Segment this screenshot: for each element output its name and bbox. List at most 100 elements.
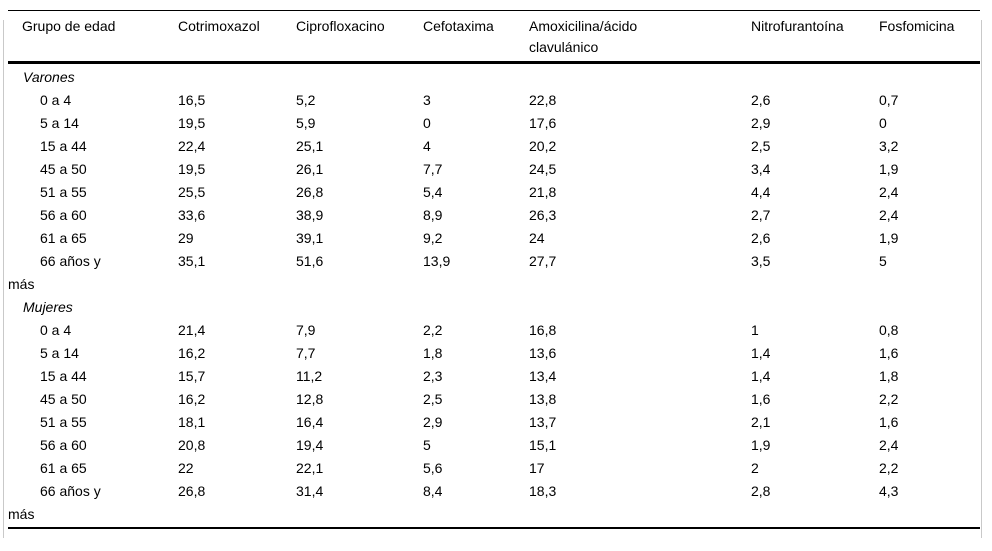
- value-cell: 20,8: [178, 437, 206, 453]
- value-cell: 2,6: [751, 92, 771, 108]
- value-cell: 1,9: [751, 437, 771, 453]
- value-cell: 16,4: [296, 414, 324, 430]
- column-header-label: Amoxicilina/ácido clavulánico: [529, 18, 638, 55]
- table-row: 66 años y más 35,1 51,6 13,9 27,7 3,5 5: [8, 250, 980, 296]
- age-group-label: 5 a 14: [40, 115, 79, 131]
- value-cell: 1,4: [751, 345, 771, 361]
- value-cell: 16,8: [529, 322, 557, 338]
- value-cell: 18,3: [529, 480, 751, 529]
- table-row: 51 a 55 25,5 26,8 5,4 21,8 4,4 2,4: [8, 181, 980, 204]
- table-body: Varones 0 a 4 16,5 5,2 3 22,8 2,6 0,7 5 a 14 19,5…: [8, 63, 980, 529]
- age-group-cell: 45 a 50: [8, 158, 178, 181]
- value-cell: 2: [751, 460, 759, 476]
- value-cell: 51,6: [296, 253, 324, 269]
- value-cell: 12,8: [296, 391, 324, 407]
- value-cell: 2,5: [751, 138, 771, 154]
- value-cell: 5,6: [423, 460, 443, 476]
- age-group-label: 0 a 4: [40, 92, 72, 108]
- value-cell: 1,8: [423, 345, 443, 361]
- age-group-label: 51 a 55: [40, 414, 87, 430]
- age-group-label: 66 años y más: [8, 253, 101, 292]
- age-group-label: 45 a 50: [40, 391, 87, 407]
- value-cell: 1,9: [879, 161, 899, 177]
- value-cell: 5: [423, 437, 431, 453]
- value-cell: 29: [178, 230, 194, 246]
- value-cell: 1,6: [879, 345, 899, 361]
- age-group-label: 61 a 65: [40, 230, 87, 246]
- age-group-cell: 5 a 14: [8, 112, 178, 135]
- value-cell: 26,8: [178, 480, 296, 529]
- value-cell: 38,9: [296, 207, 324, 223]
- table-row: 45 a 50 19,5 26,1 7,7 24,5 3,4 1,9: [8, 158, 980, 181]
- age-group-cell: 61 a 65: [8, 227, 178, 250]
- value-cell: 2,9: [423, 414, 443, 430]
- value-cell: 7,9: [296, 322, 316, 338]
- value-cell: 13,7: [529, 414, 557, 430]
- page-edge-left: [3, 20, 4, 538]
- age-group-cell: 51 a 55: [8, 181, 178, 204]
- value-cell: 24,5: [529, 161, 557, 177]
- column-header-amoxicilina-acido-clavulanico: Amoxicilina/ácido clavulánico: [529, 10, 751, 64]
- value-cell: 2,5: [423, 391, 443, 407]
- value-cell: 16,2: [178, 391, 206, 407]
- value-cell: 5,4: [423, 184, 443, 200]
- value-cell: 13,8: [529, 391, 557, 407]
- value-cell: 1: [751, 322, 759, 338]
- value-cell: 3,4: [751, 161, 771, 177]
- value-cell: 0,7: [879, 92, 899, 108]
- table-row: 5 a 14 16,2 7,7 1,8 13,6 1,4 1,6: [8, 342, 980, 365]
- table-row: 61 a 65 29 39,1 9,2 24 2,6 1,9: [8, 227, 980, 250]
- value-cell: 9,2: [423, 230, 443, 246]
- value-cell: 3,2: [879, 138, 899, 154]
- value-cell: 16,5: [178, 92, 206, 108]
- value-cell: 22,1: [296, 460, 324, 476]
- header-row: Grupo de edad Cotrimoxazol Ciprofloxacin…: [8, 10, 980, 64]
- value-cell: 26,3: [529, 207, 557, 223]
- table-row: 56 a 60 33,6 38,9 8,9 26,3 2,7 2,4: [8, 204, 980, 227]
- age-group-cell: 15 a 44: [8, 365, 178, 388]
- value-cell: 7,7: [423, 161, 443, 177]
- age-group-cell: 56 a 60: [8, 204, 178, 227]
- age-group-label: 5 a 14: [40, 345, 79, 361]
- table-row: 0 a 4 21,4 7,9 2,2 16,8 1 0,8: [8, 319, 980, 342]
- table-row: 66 años y más 26,8 31,4 8,4 18,3 2,8 4,3: [8, 480, 980, 529]
- age-group-cell: 0 a 4: [8, 89, 178, 112]
- table-row: 15 a 44 22,4 25,1 4 20,2 2,5 3,2: [8, 135, 980, 158]
- value-cell: 17,6: [529, 115, 557, 131]
- table-row: 61 a 65 22 22,1 5,6 17 2 2,2: [8, 457, 980, 480]
- table-row: 0 a 4 16,5 5,2 3 22,8 2,6 0,7: [8, 89, 980, 112]
- value-cell: 18,1: [178, 414, 206, 430]
- section-label: Varones: [23, 69, 75, 85]
- value-cell: 5,9: [296, 115, 316, 131]
- column-header-fosfomicina: Fosfomicina: [879, 10, 980, 64]
- value-cell: 21,4: [178, 322, 206, 338]
- age-group-label: 15 a 44: [40, 138, 87, 154]
- age-group-cell: 15 a 44: [8, 135, 178, 158]
- value-cell: 24: [529, 230, 545, 246]
- column-header-ciprofloxacino: Ciprofloxacino: [296, 10, 423, 64]
- value-cell: 21,8: [529, 184, 557, 200]
- value-cell: 3: [423, 92, 431, 108]
- value-cell: 22,8: [529, 92, 557, 108]
- value-cell: 2,2: [423, 322, 443, 338]
- section-row: Mujeres: [8, 296, 980, 319]
- value-cell: 15,7: [178, 368, 206, 384]
- value-cell: 4,4: [751, 184, 771, 200]
- value-cell: 16,2: [178, 345, 206, 361]
- value-cell: 13,9: [423, 253, 451, 269]
- value-cell: 19,5: [178, 161, 206, 177]
- age-group-cell: 0 a 4: [8, 319, 178, 342]
- value-cell: 27,7: [529, 253, 557, 269]
- section-row: Varones: [8, 63, 980, 90]
- value-cell: 5,2: [296, 92, 316, 108]
- value-cell: 8,9: [423, 207, 443, 223]
- table-row: 5 a 14 19,5 5,9 0 17,6 2,9 0: [8, 112, 980, 135]
- value-cell: 2,4: [879, 207, 899, 223]
- value-cell: 2,6: [751, 230, 771, 246]
- value-cell: 2,2: [879, 391, 899, 407]
- age-group-cell: 66 años y más: [8, 250, 178, 296]
- age-group-label: 56 a 60: [40, 437, 87, 453]
- value-cell: 17: [529, 460, 545, 476]
- value-cell: 13,4: [529, 368, 557, 384]
- value-cell: 15,1: [529, 437, 557, 453]
